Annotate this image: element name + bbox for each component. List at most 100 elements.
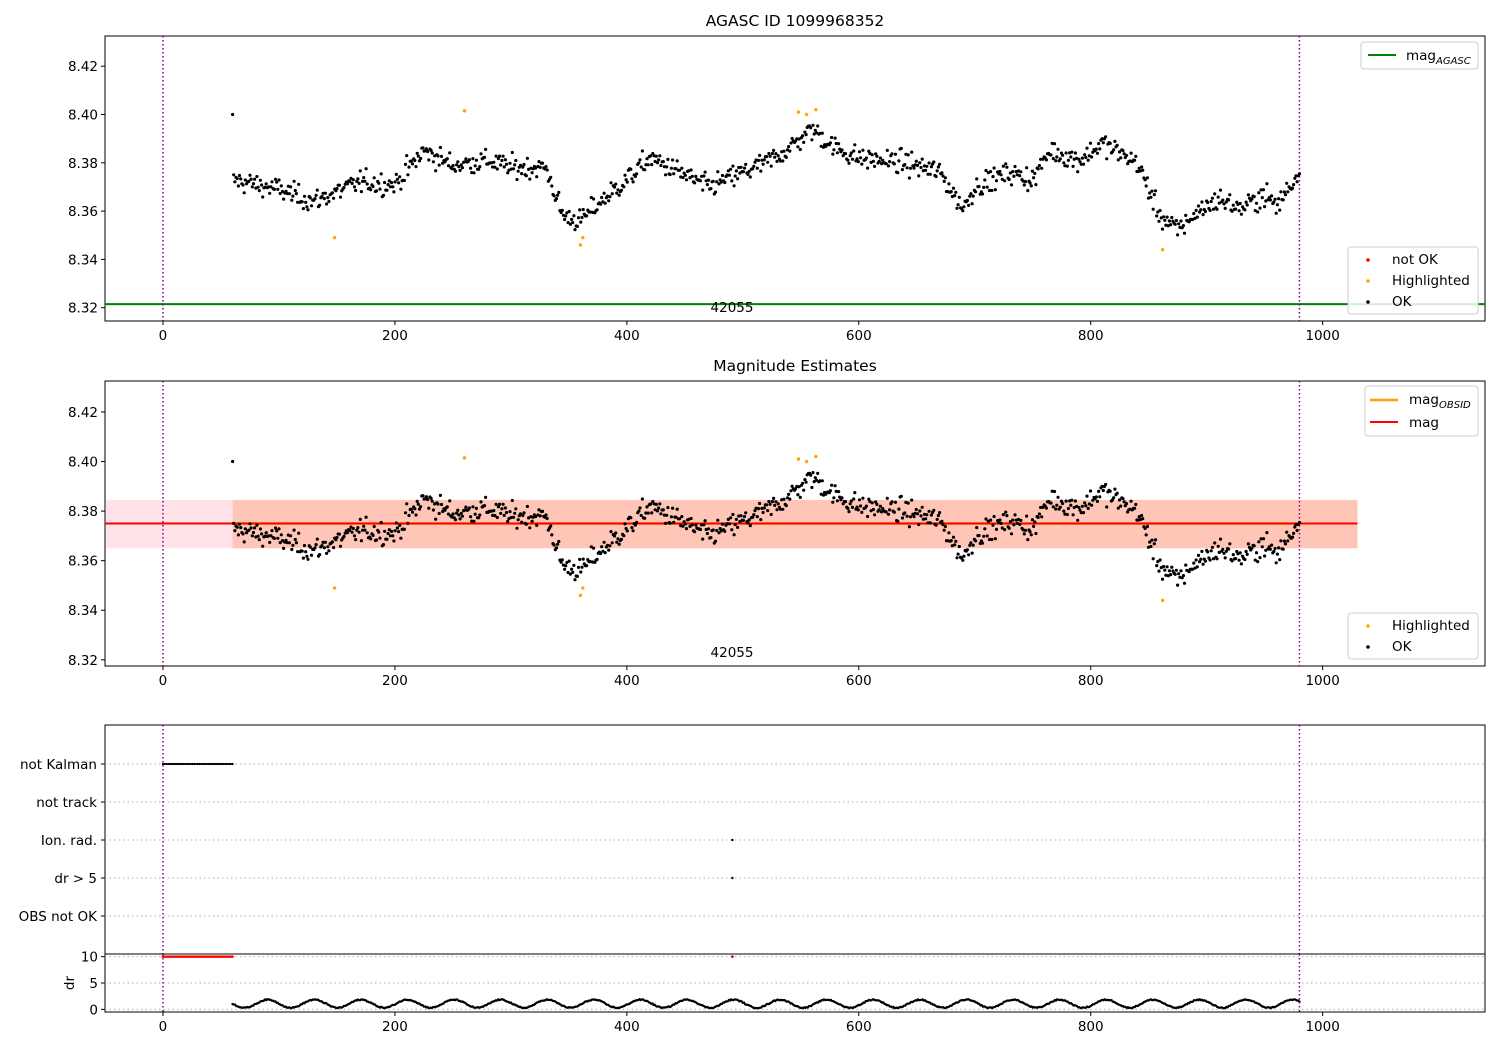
ok-point: [725, 522, 729, 526]
ok-point: [892, 510, 896, 514]
ok-point: [1124, 502, 1129, 506]
ok-point: [279, 533, 283, 537]
ok-point: [789, 141, 793, 145]
ok-point: [359, 190, 363, 194]
top-plot-frame: [104, 35, 1486, 322]
ok-point: [253, 177, 257, 181]
ok-point: [769, 512, 773, 517]
ok-point: [1113, 487, 1117, 491]
ok-point: [395, 526, 399, 530]
ok-point: [871, 159, 876, 163]
highlighted-point: [581, 586, 585, 590]
ok-point: [709, 187, 713, 191]
ok-point: [1077, 157, 1081, 161]
ok-point: [499, 163, 503, 167]
ok-point: [1086, 158, 1090, 162]
ok-point: [820, 131, 824, 135]
ok-point: [755, 515, 759, 519]
mid-lines-legend: magOBSID mag: [1364, 385, 1479, 437]
flag-point: [221, 762, 224, 766]
ok-point: [1013, 164, 1017, 169]
ok-point: [738, 171, 742, 175]
ok-point: [1282, 539, 1286, 543]
ok-point: [356, 526, 360, 530]
ok-point: [571, 221, 575, 225]
ok-point: [315, 188, 319, 192]
ok-point: [680, 515, 684, 519]
ok-point: [1032, 524, 1036, 529]
ok-point: [899, 494, 903, 498]
ok-point: [1009, 532, 1014, 536]
ok-point: [243, 178, 247, 182]
ok-point: [798, 147, 802, 152]
ok-point: [445, 505, 449, 509]
ok-point: [677, 168, 682, 172]
ok-point: [426, 497, 430, 502]
ok-point: [982, 534, 986, 538]
ok-point: [1293, 176, 1297, 180]
ok-point: [1028, 530, 1032, 534]
ok-point: [566, 570, 570, 575]
ok-point: [1129, 151, 1133, 155]
ok-point: [291, 543, 295, 547]
ok-point: [875, 502, 879, 506]
ok-point: [472, 519, 476, 523]
ok-point: [818, 479, 822, 483]
ok-point: [1124, 153, 1129, 158]
ok-point: [498, 502, 502, 506]
ok-point: [251, 530, 256, 535]
ok-point: [402, 527, 406, 531]
ok-point: [833, 484, 837, 488]
ok-point: [525, 156, 530, 160]
top-points-legend: not OK Highlighted OK: [1347, 246, 1479, 315]
ok-point: [899, 146, 903, 150]
ok-point: [1184, 213, 1188, 217]
ok-point: [1201, 213, 1205, 217]
ok-point: [1090, 155, 1094, 159]
ok-point: [856, 160, 860, 164]
legend-mid-highlighted: Highlighted: [1392, 618, 1470, 634]
ok-point: [907, 176, 912, 180]
ok-point: [1077, 505, 1081, 509]
ok-point: [645, 505, 649, 509]
ok-point: [524, 174, 528, 178]
ok-point: [1194, 558, 1198, 562]
ok-point: [544, 513, 548, 517]
ok-point: [397, 181, 401, 185]
ok-point: [1230, 209, 1234, 213]
ok-point: [576, 565, 581, 570]
ok-point: [1091, 150, 1095, 154]
ok-point: [524, 522, 528, 526]
ok-point: [949, 539, 953, 543]
ok-point: [774, 500, 778, 504]
ok-point: [1143, 526, 1147, 531]
ok-point: [928, 521, 932, 525]
ok-point: [394, 521, 398, 525]
ok-point: [892, 162, 896, 166]
ok-point: [391, 534, 395, 538]
ok-point: [1265, 531, 1269, 535]
ok-point: [1044, 506, 1048, 510]
ok-point: [318, 203, 322, 207]
ok-point: [1004, 510, 1008, 514]
ok-point: [690, 523, 694, 527]
ok-point: [1001, 164, 1006, 168]
ok-point: [534, 514, 538, 519]
ok-point: [1192, 211, 1196, 216]
ok-point: [1097, 489, 1101, 493]
ok-point: [478, 513, 482, 517]
ok-point: [984, 517, 988, 521]
flag-point: [187, 762, 191, 766]
ok-point: [1019, 518, 1023, 523]
ok-point: [619, 537, 624, 541]
ok-point: [436, 154, 440, 158]
ok-point: [407, 165, 411, 169]
ok-point: [322, 197, 326, 201]
ok-point: [936, 513, 941, 518]
legend-mag: mag: [1409, 415, 1439, 431]
ok-point: [359, 539, 363, 543]
ok-point: [314, 543, 318, 547]
ok-point: [985, 185, 989, 189]
ok-point: [1100, 484, 1104, 488]
ok-point: [681, 175, 685, 180]
